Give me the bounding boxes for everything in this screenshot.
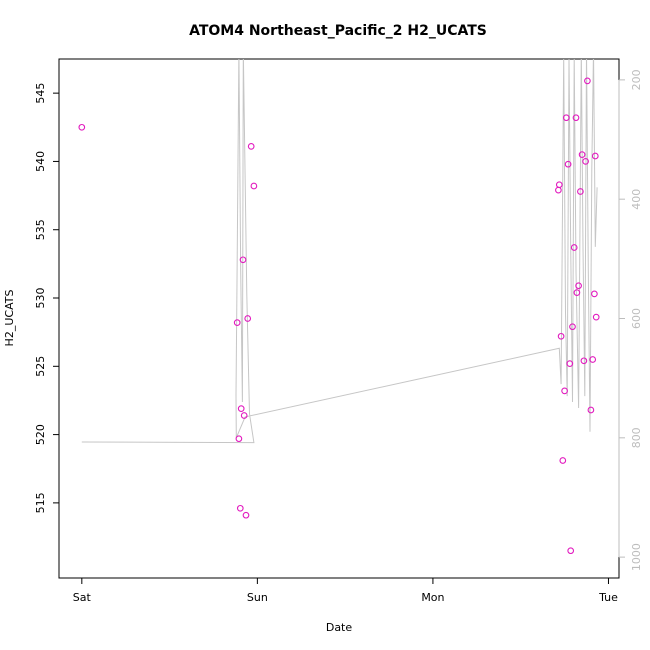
data-point: [561, 387, 568, 395]
x-tick-label: Sat: [73, 591, 92, 604]
data-point: [242, 511, 250, 519]
data-point: [575, 282, 582, 290]
y-tick-label: 515: [34, 492, 47, 513]
x-tick-label: Mon: [421, 591, 444, 604]
data-point: [235, 435, 243, 443]
data-point: [237, 405, 245, 412]
data-point: [577, 188, 584, 195]
data-point: [582, 158, 589, 165]
data-point: [564, 160, 572, 168]
data-point: [573, 289, 581, 296]
right-tick-label: 200: [630, 69, 643, 90]
right-tick-label: 1000: [630, 543, 643, 571]
data-point: [566, 360, 574, 367]
right-axis: 200 400 600 800 1000: [618, 69, 643, 571]
data-point: [239, 256, 247, 264]
data-point: [559, 457, 567, 464]
data-point: [236, 504, 244, 512]
right-tick-label: 800: [630, 427, 643, 448]
data-point: [557, 332, 565, 340]
right-tick-label: 400: [630, 189, 643, 210]
data-point: [584, 77, 591, 85]
x-axis: Sat Sun Mon Tue: [73, 577, 618, 604]
y-tick-label: 530: [34, 288, 47, 309]
y-axis-label: H2_UCATS: [3, 290, 16, 347]
data-point: [580, 357, 588, 365]
data-point: [592, 313, 600, 321]
data-point: [562, 114, 570, 122]
x-tick-label: Tue: [598, 591, 618, 604]
data-point: [247, 143, 255, 150]
data-point: [233, 319, 241, 326]
data-point: [244, 315, 252, 322]
data-point: [578, 151, 586, 158]
data-point: [555, 186, 562, 194]
data-points: [78, 77, 600, 555]
y-tick-label: 540: [34, 151, 47, 172]
y-axis: 515 520 525 530 535 540 545: [34, 83, 60, 513]
x-axis-label: Date: [326, 621, 353, 634]
data-point: [250, 182, 258, 190]
altitude-track: [81, 59, 598, 444]
altitude-track-line: [81, 59, 598, 444]
y-tick-label: 525: [34, 356, 47, 377]
right-tick-label: 600: [630, 308, 643, 329]
y-tick-label: 535: [34, 219, 47, 240]
data-point: [570, 244, 578, 251]
data-point: [555, 181, 563, 189]
data-point: [240, 412, 248, 419]
y-tick-label: 545: [34, 83, 47, 104]
chart-title: ATOM4 Northeast_Pacific_2 H2_UCATS: [189, 23, 487, 39]
data-point: [591, 152, 599, 160]
data-point: [591, 290, 598, 298]
data-point: [587, 406, 595, 414]
data-point: [567, 547, 575, 555]
data-point: [589, 356, 597, 363]
plot-frame: [58, 58, 620, 579]
y-tick-label: 520: [34, 424, 47, 445]
data-point: [569, 323, 576, 331]
data-point: [78, 123, 86, 131]
x-tick-label: Sun: [247, 591, 268, 604]
data-point: [572, 114, 580, 122]
